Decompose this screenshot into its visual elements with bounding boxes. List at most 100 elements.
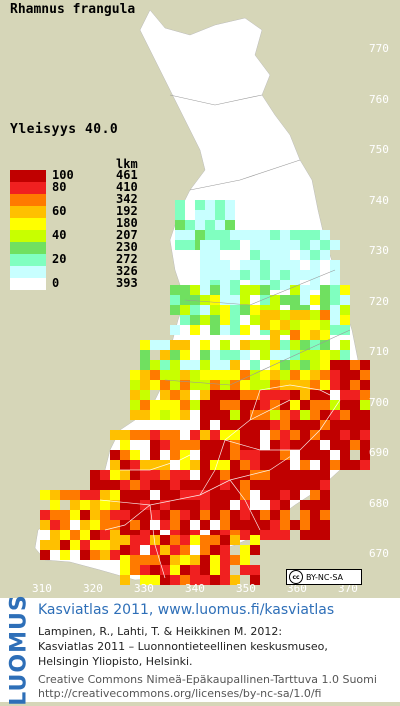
legend-value: 100 — [52, 168, 74, 182]
map-cell — [40, 490, 50, 500]
map-cell — [210, 535, 220, 545]
map-cell — [170, 555, 180, 565]
map-cell — [330, 430, 340, 440]
map-cell — [290, 380, 300, 390]
map-cell — [290, 420, 300, 430]
map-cell — [300, 410, 310, 420]
map-cell — [170, 520, 180, 530]
map-cell — [240, 530, 250, 540]
map-cell — [170, 480, 180, 490]
legend-value: 20 — [52, 252, 67, 266]
map-cell — [290, 340, 300, 350]
map-cell — [205, 200, 215, 210]
map-cell — [230, 440, 240, 450]
map-cell — [350, 390, 360, 400]
map-cell — [200, 500, 210, 510]
legend-count: 192 — [116, 204, 138, 218]
map-cell — [250, 430, 260, 440]
map-cell — [260, 530, 270, 540]
map-cell — [280, 250, 290, 260]
map-cell — [130, 565, 140, 575]
map-cell — [200, 470, 210, 480]
map-cell — [230, 325, 240, 335]
map-cell — [130, 450, 140, 460]
map-cell — [110, 530, 120, 540]
map-cell — [320, 470, 330, 480]
map-cell — [180, 520, 190, 530]
map-cell — [250, 520, 260, 530]
map-cell — [290, 480, 300, 490]
map-cell — [150, 460, 160, 470]
map-cell — [360, 410, 370, 420]
map-cell — [310, 450, 320, 460]
map-cell — [190, 500, 200, 510]
map-cell — [230, 420, 240, 430]
map-cell — [230, 575, 240, 585]
map-cell — [330, 360, 340, 370]
map-cell — [240, 350, 250, 360]
cc-license-badge[interactable]: cc BY-NC-SA — [286, 569, 362, 585]
map-cell — [310, 240, 320, 250]
map-cell — [50, 500, 60, 510]
map-cell — [220, 430, 230, 440]
map-cell — [160, 555, 170, 565]
map-cell — [150, 555, 160, 565]
map-cell — [250, 470, 260, 480]
footer-title-link[interactable]: Kasviatlas 2011, www.luomus.fi/kasviatla… — [38, 602, 335, 618]
map-cell — [220, 575, 230, 585]
map-cell — [160, 360, 170, 370]
legend-row: 100 461 — [10, 168, 150, 182]
map-cell — [280, 470, 290, 480]
legend-value: 0 — [52, 276, 60, 290]
map-cell — [180, 450, 190, 460]
map-cell — [300, 530, 310, 540]
map-cell — [220, 400, 230, 410]
map-cell — [210, 470, 220, 480]
legend-count-header: lkm — [116, 157, 138, 171]
legend-row: 40 207 — [10, 228, 150, 242]
map-cell — [280, 460, 290, 470]
map-cell — [150, 535, 160, 545]
map-cell — [230, 240, 240, 250]
map-cell — [140, 350, 150, 360]
map-cell — [270, 490, 280, 500]
map-cell — [340, 370, 350, 380]
map-cell — [290, 400, 300, 410]
map-cell — [70, 490, 80, 500]
map-cell — [360, 380, 370, 390]
map-cell — [360, 360, 370, 370]
legend-count: 393 — [116, 276, 138, 290]
map-cell — [170, 575, 180, 585]
map-cell — [270, 230, 280, 240]
map-cell — [170, 350, 180, 360]
map-cell — [270, 440, 280, 450]
map-cell — [200, 250, 210, 260]
map-cell — [110, 500, 120, 510]
legend-swatch — [10, 266, 46, 278]
map-cell — [220, 480, 230, 490]
map-cell — [230, 390, 240, 400]
map-cell — [360, 430, 370, 440]
map-cell — [220, 555, 230, 565]
map-cell — [240, 450, 250, 460]
map-cell — [215, 210, 225, 220]
map-cell — [50, 520, 60, 530]
map-cell — [200, 285, 210, 295]
map-cell — [150, 370, 160, 380]
map-cell — [230, 520, 240, 530]
map-cell — [310, 230, 320, 240]
footer — [0, 598, 400, 702]
map-cell — [130, 470, 140, 480]
map-cell — [260, 410, 270, 420]
map-cell — [250, 440, 260, 450]
map-cell — [120, 480, 130, 490]
license-line-2[interactable]: http://creativecommons.org/licenses/by-n… — [38, 687, 322, 700]
map-cell — [260, 250, 270, 260]
map-cell — [310, 440, 320, 450]
luomus-logo-text: LUOMUS — [6, 594, 32, 706]
x-tick-label: 330 — [134, 582, 154, 595]
map-cell — [220, 340, 230, 350]
map-cell — [170, 340, 180, 350]
map-cell — [110, 510, 120, 520]
map-cell — [330, 305, 340, 315]
